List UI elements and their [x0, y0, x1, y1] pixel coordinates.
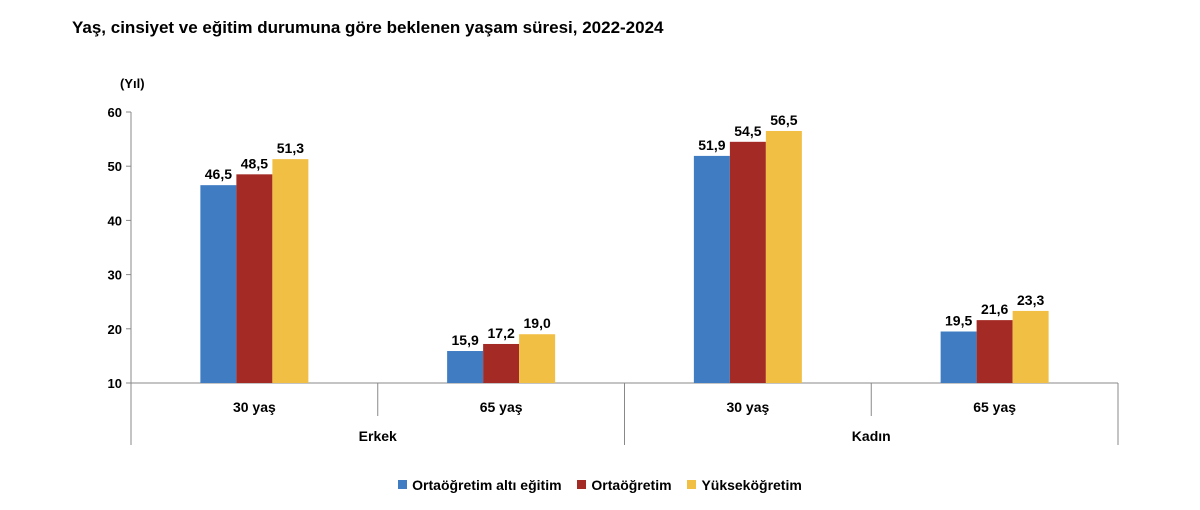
- legend-item-yuksekogretim: Yükseköğretim: [687, 476, 802, 493]
- y-tick-label: 60: [108, 105, 122, 120]
- data-label: 51,3: [277, 140, 304, 156]
- data-label: 23,3: [1017, 292, 1044, 308]
- legend-item-ortaogretim-alti: Ortaöğretim altı eğitim: [398, 476, 562, 493]
- data-label: 56,5: [770, 112, 797, 128]
- legend-label: Ortaöğretim altı eğitim: [412, 476, 562, 493]
- data-label: 51,9: [698, 137, 725, 153]
- bar: [483, 343, 520, 383]
- legend: Ortaöğretim altı eğitim Ortaöğretim Yüks…: [0, 476, 1200, 493]
- legend-swatch: [398, 480, 408, 489]
- data-label: 19,0: [524, 315, 551, 331]
- y-tick-label: 50: [108, 159, 122, 174]
- bar: [447, 351, 484, 383]
- data-label: 46,5: [205, 166, 232, 182]
- x-group-label: Erkek: [359, 428, 397, 444]
- y-unit-label: (Yıl): [120, 76, 145, 91]
- data-label: 21,6: [981, 301, 1008, 317]
- legend-swatch: [577, 480, 587, 489]
- chart-title: Yaş, cinsiyet ve eğitim durumuna göre be…: [72, 18, 664, 37]
- legend-label: Yükseköğretim: [701, 476, 802, 493]
- legend-swatch: [687, 480, 697, 489]
- bar: [200, 185, 237, 383]
- bar: [693, 155, 730, 383]
- data-label: 48,5: [241, 155, 268, 171]
- data-label: 54,5: [734, 123, 761, 139]
- y-tick-label: 20: [108, 322, 122, 337]
- y-tick-label: 30: [108, 268, 122, 283]
- bar: [1012, 310, 1049, 383]
- x-category-label: 65 yaş: [480, 399, 523, 415]
- x-group-label: Kadın: [852, 428, 891, 444]
- x-category-label: 65 yaş: [973, 399, 1016, 415]
- data-label: 15,9: [452, 332, 479, 348]
- y-tick-label: 10: [108, 376, 122, 391]
- bar: [765, 130, 802, 383]
- data-label: 17,2: [488, 325, 515, 341]
- x-category-label: 30 yaş: [726, 399, 769, 415]
- bar: [519, 334, 556, 383]
- bar: [976, 320, 1013, 383]
- y-tick-label: 40: [108, 213, 122, 228]
- bar: [272, 159, 309, 383]
- x-category-label: 30 yaş: [233, 399, 276, 415]
- data-label: 19,5: [945, 313, 972, 329]
- legend-label: Ortaöğretim: [591, 476, 672, 493]
- bar: [729, 141, 766, 383]
- legend-item-ortaogretim: Ortaöğretim: [577, 476, 672, 493]
- bar: [940, 331, 977, 383]
- bar: [236, 174, 273, 383]
